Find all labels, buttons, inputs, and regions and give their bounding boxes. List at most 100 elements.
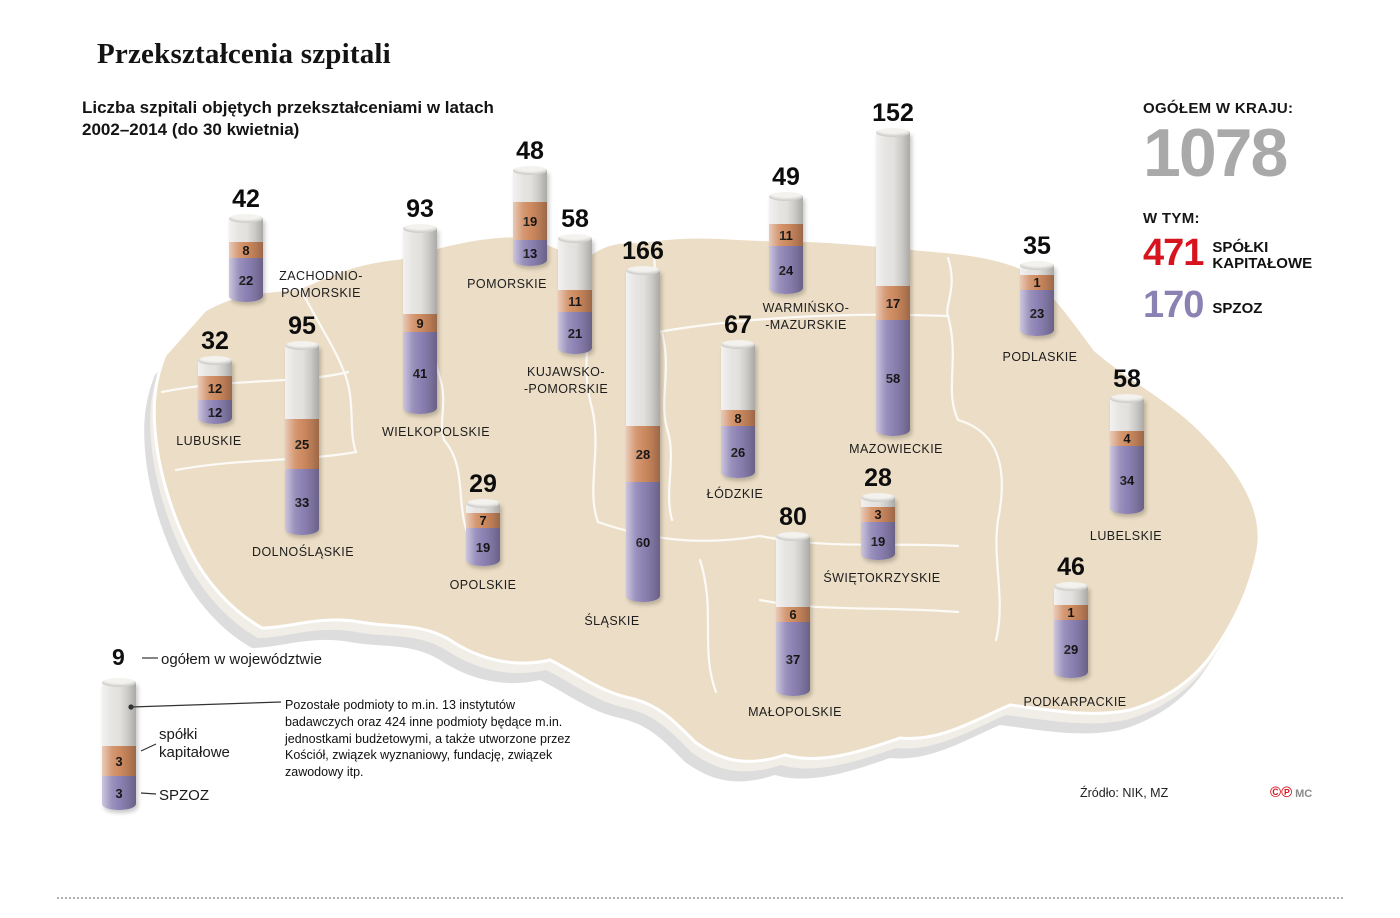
- region-total-podkarpackie: 46: [1057, 553, 1085, 581]
- page-title: Przekształcenia szpitali: [97, 38, 391, 70]
- cylinder-stack: 11 24: [769, 196, 803, 294]
- segment-spzoz: 29: [1054, 620, 1088, 678]
- cylinder-stack: 25 33: [285, 345, 319, 535]
- segment-spolki: 17: [876, 286, 910, 320]
- segment-other: [285, 345, 319, 419]
- cylinder-stack: 4 34: [1110, 398, 1144, 514]
- segment-spzoz-value: 60: [635, 534, 651, 550]
- credits: ©℗ MC: [1270, 784, 1312, 801]
- segment-spzoz-value: 19: [475, 539, 491, 555]
- region-label-dolnoslaskie: DOLNOŚLĄSKIE: [252, 545, 354, 559]
- segment-spzoz: 26: [721, 426, 755, 478]
- region-cylinder-mazowieckie: 17 58: [876, 128, 910, 436]
- in-that-label: W TYM:: [1143, 209, 1200, 227]
- region-label-slaskie: ŚLĄSKIE: [584, 614, 640, 628]
- segment-spolki-value: 28: [635, 446, 651, 462]
- national-spolki-label: SPÓŁKI KAPITAŁOWE: [1212, 238, 1313, 273]
- segment-spzoz: 23: [1020, 290, 1054, 336]
- national-summary-panel: OGÓŁEM W KRAJU: 1078 W TYM: 471 SPÓŁKI K…: [1143, 100, 1373, 325]
- segment-spolki-value: 3: [874, 507, 882, 522]
- region-label-kujawsko-pomorskie: KUJAWSKO- -POMORSKIE: [523, 365, 609, 396]
- segment-spolki: 7: [466, 513, 500, 528]
- segment-spolki: 1: [1054, 605, 1088, 620]
- published-icon: ℗: [1281, 784, 1293, 801]
- region-cylinder-zachodniopomorskie: 8 22: [229, 214, 263, 302]
- cylinder-stack: 8 26: [721, 344, 755, 478]
- segment-spzoz: 22: [229, 258, 263, 302]
- segment-spolki-value: 17: [885, 295, 901, 311]
- region-cylinder-dolnoslaskie: 25 33: [285, 341, 319, 535]
- region-total-mazowieckie: 152: [872, 99, 914, 127]
- cylinder-cap: [558, 234, 592, 243]
- cylinder-cap: [776, 532, 810, 541]
- segment-other: [403, 228, 437, 314]
- cylinder-stack: 6 37: [776, 536, 810, 696]
- cylinder-stack: 3 19: [861, 497, 895, 560]
- national-spolki-value: 471: [1143, 231, 1204, 274]
- segment-spzoz: 13: [513, 240, 547, 266]
- segment-spolki-value: 9: [416, 315, 424, 331]
- cylinder-cap: [229, 214, 263, 223]
- cylinder-cap: [876, 128, 910, 137]
- segment-other: [876, 132, 910, 286]
- cylinder-cap: [769, 192, 803, 201]
- cylinder-stack: 1 29: [1054, 586, 1088, 678]
- national-spzoz-row: 170 SPZOZ: [1143, 286, 1373, 325]
- segment-spolki: 11: [769, 224, 803, 246]
- region-total-podlaskie: 35: [1023, 232, 1051, 260]
- segment-spolki: 12: [198, 376, 232, 400]
- legend-cylinder: 3 3: [102, 678, 136, 810]
- region-cylinder-kujawsko-pomorskie: 11 21: [558, 234, 592, 354]
- region-label-pomorskie: POMORSKIE: [467, 277, 547, 291]
- source-note: Źródło: NIK, MZ: [1080, 786, 1169, 800]
- segment-spolki: 6: [776, 607, 810, 622]
- region-total-wielkopolskie: 93: [406, 195, 434, 223]
- region-label-mazowieckie: MAZOWIECKIE: [849, 442, 943, 456]
- segment-spzoz: 34: [1110, 446, 1144, 514]
- segment-spolki: 8: [229, 242, 263, 258]
- segment-spzoz-value: 22: [238, 272, 254, 288]
- region-cylinder-podkarpackie: 1 29: [1054, 582, 1088, 678]
- cylinder-cap: [861, 493, 895, 502]
- segment-spzoz: 33: [285, 469, 319, 535]
- legend-spzoz-segment: 3: [102, 776, 136, 810]
- cylinder-stack: 7 19: [466, 503, 500, 566]
- legend-total-label: ogółem w województwie: [161, 651, 322, 668]
- segment-spzoz: 24: [769, 246, 803, 294]
- bottom-dotted-rule: [57, 897, 1343, 899]
- region-total-lubelskie: 58: [1113, 365, 1141, 393]
- region-cylinder-lubuskie: 12 12: [198, 356, 232, 424]
- segment-spolki-value: 1: [1033, 275, 1041, 290]
- national-spzoz-label: SPZOZ: [1212, 300, 1263, 318]
- segment-spzoz-value: 13: [522, 245, 538, 261]
- cylinder-cap: [626, 266, 660, 275]
- legend-total-value: 9: [112, 644, 125, 670]
- segment-spzoz-value: 29: [1063, 641, 1079, 657]
- segment-spolki-value: 12: [207, 380, 223, 396]
- legend-spolki-value: 3: [115, 753, 123, 769]
- region-total-zachodniopomorskie: 42: [232, 185, 260, 213]
- region-label-podlaskie: PODLASKIE: [1002, 350, 1078, 364]
- segment-spzoz-value: 19: [870, 533, 886, 549]
- cylinder-cap: [285, 341, 319, 350]
- cylinder-cap: [198, 356, 232, 365]
- segment-spzoz: 19: [861, 522, 895, 560]
- segment-spzoz-value: 34: [1119, 472, 1135, 488]
- segment-spolki-value: 25: [294, 436, 310, 452]
- region-total-malopolskie: 80: [779, 503, 807, 531]
- segment-spolki: 25: [285, 419, 319, 469]
- region-total-slaskie: 166: [622, 237, 664, 265]
- region-total-kujawsko-pomorskie: 58: [561, 205, 589, 233]
- region-label-warminsko-mazurskie: WARMIŃSKO- -MAZURSKIE: [762, 301, 850, 332]
- cylinder-cap: [102, 678, 136, 687]
- cylinder-cap: [721, 340, 755, 349]
- segment-spzoz-value: 33: [294, 494, 310, 510]
- segment-spolki-value: 4: [1123, 431, 1131, 446]
- segment-spolki-value: 8: [242, 242, 250, 258]
- cylinder-stack: 12 12: [198, 360, 232, 424]
- segment-spolki-value: 8: [734, 410, 742, 426]
- segment-spolki-value: 11: [779, 227, 793, 243]
- cylinder-stack: 1 23: [1020, 265, 1054, 336]
- region-cylinder-lodzkie: 8 26: [721, 340, 755, 478]
